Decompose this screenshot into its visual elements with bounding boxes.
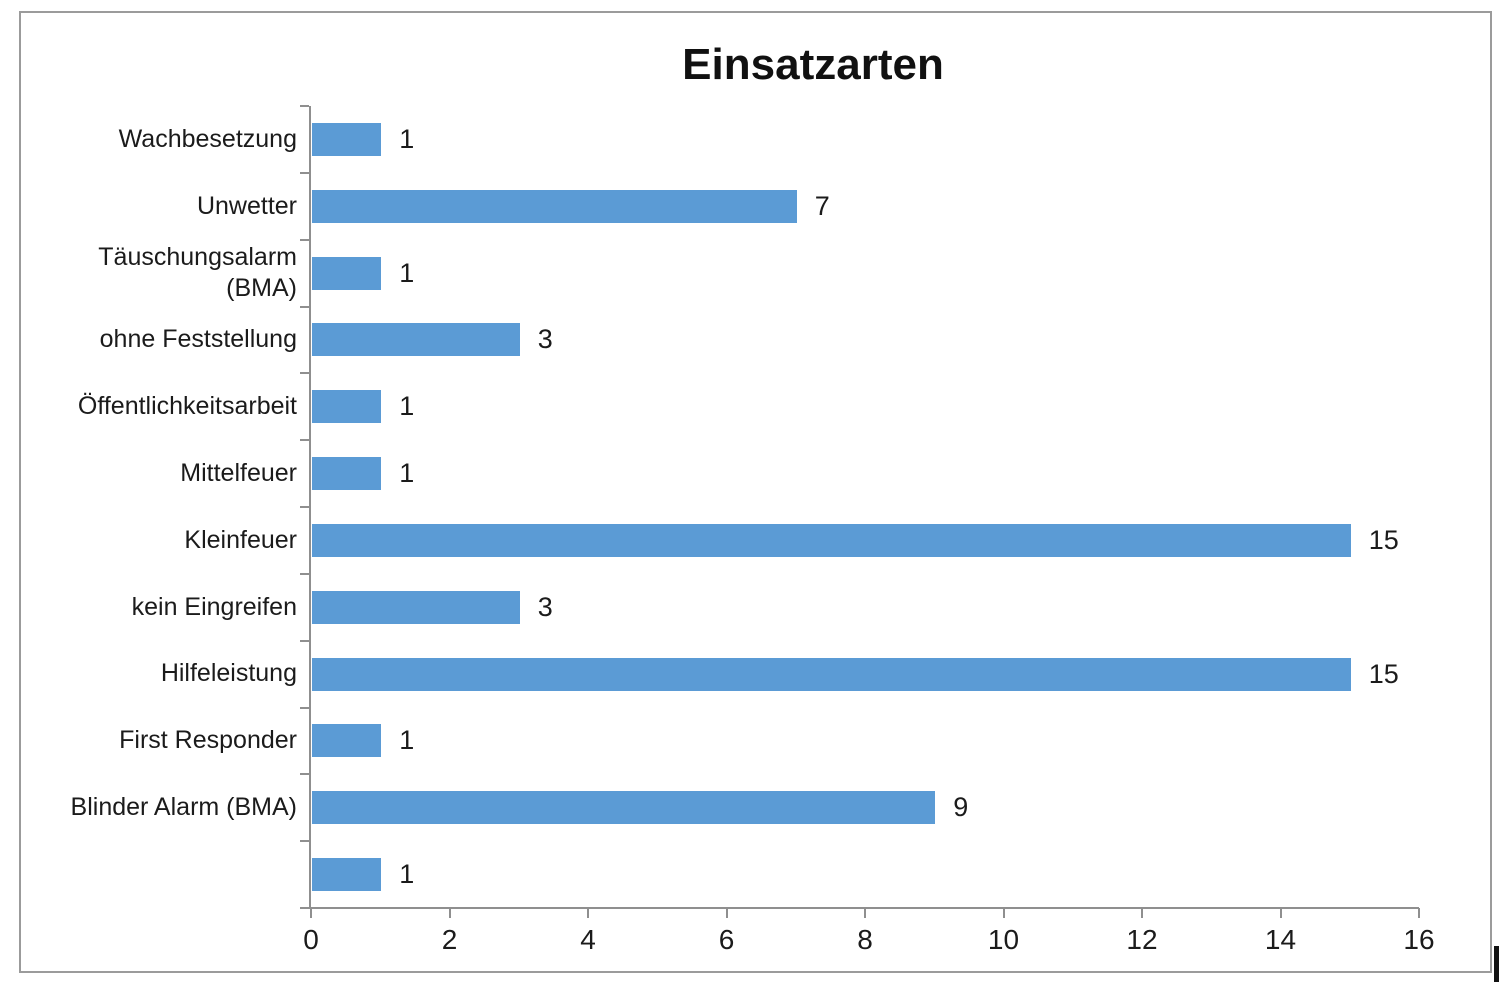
y-axis-line [309,106,311,909]
x-tick-label: 6 [718,924,735,955]
x-axis-tick [448,908,451,918]
bar [312,657,1351,691]
category-label: Wachbesetzung [118,124,297,153]
bar-value-label: 1 [399,391,415,422]
x-tick-label: 2 [441,924,458,955]
scan-artifact-mark [1494,946,1499,982]
bar [312,256,382,290]
x-axis-tick [1279,908,1282,918]
bar-value-label: 1 [399,458,415,489]
bar-value-label: 3 [537,324,553,355]
category-label: Öffentlichkeitsarbeit [77,392,297,421]
category-label: Täuschungsalarm (BMA) [98,242,297,303]
bar-value-label: 1 [399,257,415,288]
bar-value-label: 7 [814,190,830,221]
bar-value-label: 9 [953,792,969,823]
category-label: Blinder Alarm (BMA) [70,793,297,822]
bar [312,189,797,223]
bar [312,390,382,424]
y-axis-tick [300,639,309,642]
x-tick-label: 12 [1126,924,1158,955]
y-axis-tick [300,506,309,508]
bar [312,122,382,156]
y-axis-tick [300,907,309,909]
bar-value-label: 15 [1368,524,1399,555]
x-axis-tick [864,908,866,918]
category-label: First Responder [119,726,297,755]
category-label: kein Eingreifen [131,592,297,621]
x-axis-line [302,907,1419,909]
x-tick-label: 8 [857,924,873,955]
bar-value-label: 15 [1368,658,1399,689]
y-axis-tick [300,439,309,442]
y-axis-tick [300,171,309,174]
category-label [22,841,297,908]
y-axis-tick [300,238,309,241]
bar [312,791,936,825]
bar [312,457,382,491]
bar [312,724,382,758]
bar [312,590,520,624]
category-label: Hilfeleistung [160,659,297,688]
y-axis-tick [300,105,309,107]
bar-value-label: 1 [399,123,415,154]
bar [312,323,520,357]
x-tick-label: 14 [1264,924,1297,955]
x-tick-label: 16 [1403,924,1435,955]
y-axis-tick [300,572,309,575]
bar-value-label: 3 [537,591,553,622]
category-label: Unwetter [196,191,297,220]
bar-value-label: 1 [399,725,415,756]
x-axis-tick [1141,908,1143,918]
bar [312,858,382,892]
category-label: Mittelfeuer [180,458,297,487]
x-axis-tick [1002,908,1005,918]
chart-title: Einsatzarten [682,40,944,89]
x-axis-tick [310,908,312,918]
x-tick-label: 4 [580,924,596,955]
y-axis-tick [300,305,309,308]
x-axis-tick [587,908,589,918]
y-axis-tick [300,773,309,776]
y-axis-tick [300,372,309,375]
bar-value-label: 1 [399,859,415,890]
y-axis-tick [300,706,309,709]
y-axis-tick [300,840,309,843]
bar [312,523,1351,557]
x-axis-tick [1418,908,1420,918]
x-tick-label: 0 [303,924,319,955]
category-label: ohne Feststellung [99,325,297,354]
x-axis-tick [725,908,728,918]
category-label: Kleinfeuer [184,525,297,554]
x-tick-label: 10 [987,924,1020,955]
